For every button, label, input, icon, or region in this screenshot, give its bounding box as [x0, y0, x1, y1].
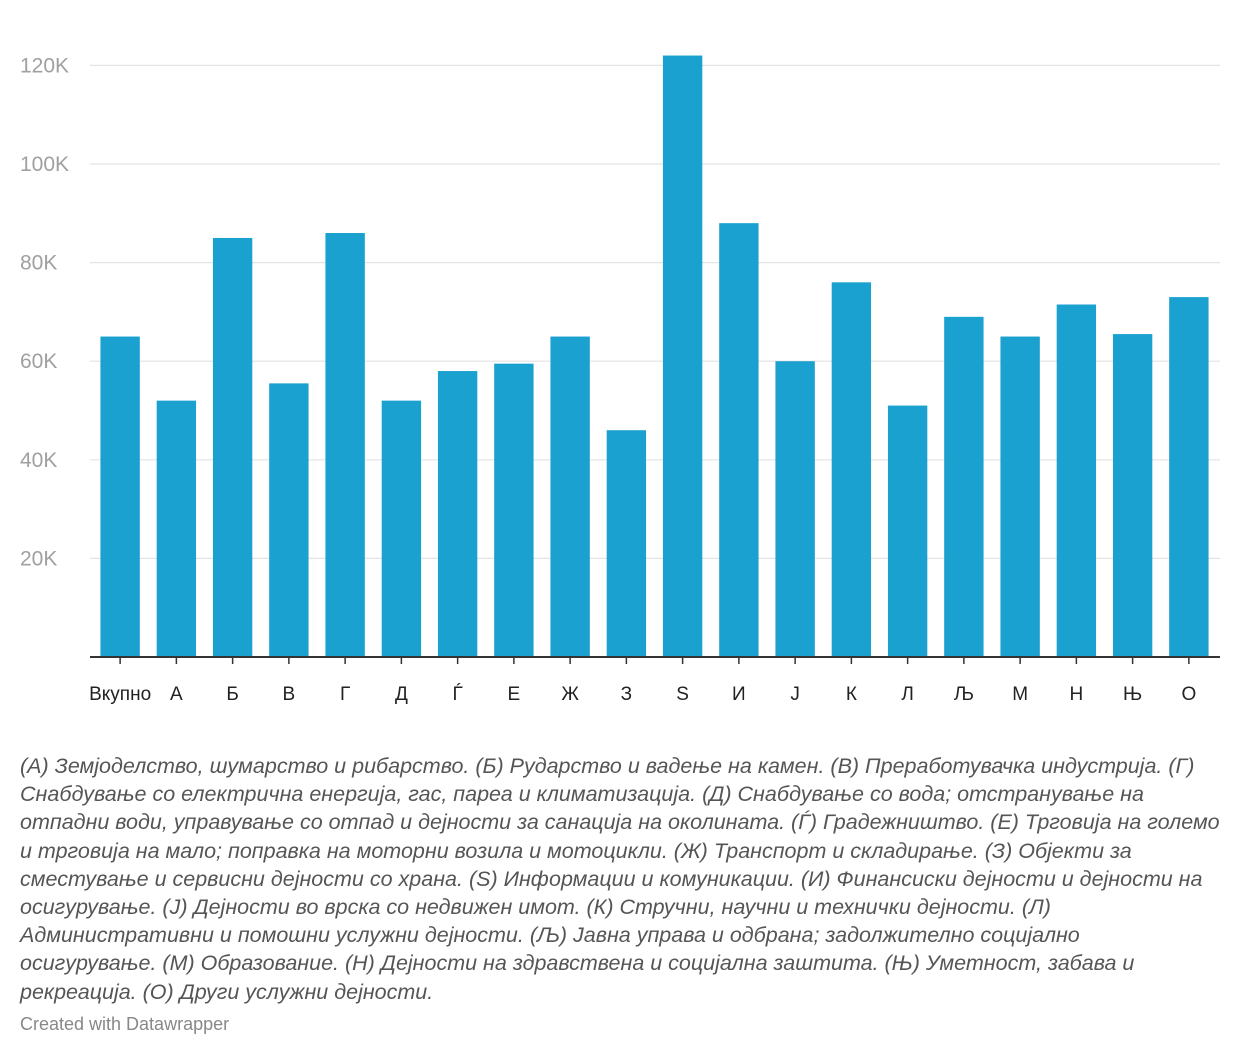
x-tick-label: Вкупно — [89, 684, 151, 705]
bar — [719, 223, 759, 657]
y-tick-label: 100K — [20, 153, 69, 176]
x-tick-label: Е — [508, 684, 521, 705]
x-tick-label: S — [676, 684, 689, 705]
bar — [494, 363, 534, 657]
x-tick-label: Д — [395, 684, 408, 705]
x-tick-label: Н — [1070, 684, 1084, 705]
bar — [1169, 297, 1209, 657]
bar — [269, 383, 309, 657]
x-tick-label: Б — [226, 684, 238, 705]
x-tick-label: Ѓ — [452, 684, 462, 705]
bar — [831, 282, 872, 657]
y-tick-label: 40K — [20, 449, 57, 472]
datawrapper-credit: Created with Datawrapper — [20, 1014, 230, 1034]
bar — [775, 361, 815, 657]
x-tick-label: Ж — [561, 684, 579, 705]
x-tick-label: А — [170, 684, 183, 705]
x-tick-label: Л — [901, 684, 913, 705]
bar — [550, 336, 590, 657]
bar — [944, 316, 984, 657]
category-notes: (А) Земјоделство, шумарство и рибарство.… — [20, 754, 1220, 1004]
bar — [381, 400, 422, 657]
bar — [437, 371, 478, 657]
x-tick-label: Ј — [790, 684, 800, 705]
bar — [662, 55, 703, 658]
x-tick-label: Љ — [954, 684, 974, 705]
bar — [325, 233, 365, 657]
y-tick-label: 80K — [20, 252, 57, 275]
y-tick-label: 120K — [20, 54, 69, 77]
x-tick-label: З — [621, 684, 632, 705]
bar-chart: 20K 40K 60K 80K 100K 120K Вкупно А Б В Г Д Ѓ Е Ж З S И Ј К Л… — [20, 54, 1220, 705]
bar — [100, 336, 140, 657]
bar — [156, 400, 197, 657]
x-tick-label: М — [1012, 684, 1028, 705]
x-tick-label: Њ — [1123, 684, 1142, 705]
x-tick-label: О — [1181, 684, 1196, 705]
x-tick-label: В — [283, 684, 296, 705]
bar — [1056, 304, 1097, 657]
bar — [606, 430, 647, 657]
bar — [887, 405, 928, 657]
bar — [212, 237, 253, 657]
x-tick-label: К — [846, 684, 857, 705]
y-tick-label: 20K — [20, 547, 57, 570]
bar — [1112, 334, 1153, 657]
bar — [1000, 336, 1040, 657]
x-tick-label: И — [732, 684, 746, 705]
y-tick-label: 60K — [20, 350, 57, 373]
x-tick-label: Г — [340, 684, 350, 705]
